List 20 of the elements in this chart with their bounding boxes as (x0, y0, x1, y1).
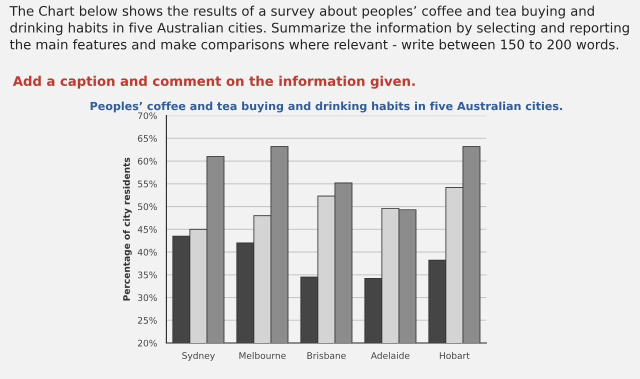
y-axis-title: Percentage of city residents (122, 158, 132, 300)
y-tick-label: 40% (138, 248, 157, 256)
y-tick-label: 65% (138, 135, 157, 142)
y-tick-label: 35% (138, 272, 157, 278)
y-tick-label: 30% (138, 294, 157, 302)
x-tick-label: Sydney (182, 352, 215, 361)
x-tick-label: Adelaide (370, 352, 410, 360)
y-tick-label: 60% (138, 158, 157, 165)
y-tick-label: 50% (138, 203, 157, 210)
y-tick-label: 25% (138, 316, 157, 324)
x-tick-label: Brisbane (307, 352, 346, 360)
y-tick-label: 20% (138, 340, 157, 347)
chart-title: Peoples’ coffee and tea buying and drinking habits in five Australian cities. (90, 102, 562, 112)
x-tick-label: Hobart (440, 352, 470, 360)
y-tick-label: 55% (138, 180, 157, 188)
text: Add a caption and comment on the information given. (12, 76, 415, 89)
text: The Chart below shows the results of a survey about peoples’ coffee and tea buying and drinking habits in five Australian cities. Summarize the information by selecting and reporting the main features and make comparisons where relevant - write between 150 to 200 words. (10, 6, 629, 52)
y-tick-label: 70% (138, 112, 157, 120)
y-tick-label: 45% (138, 226, 157, 233)
x-tick-label: Melbourne (239, 352, 286, 360)
